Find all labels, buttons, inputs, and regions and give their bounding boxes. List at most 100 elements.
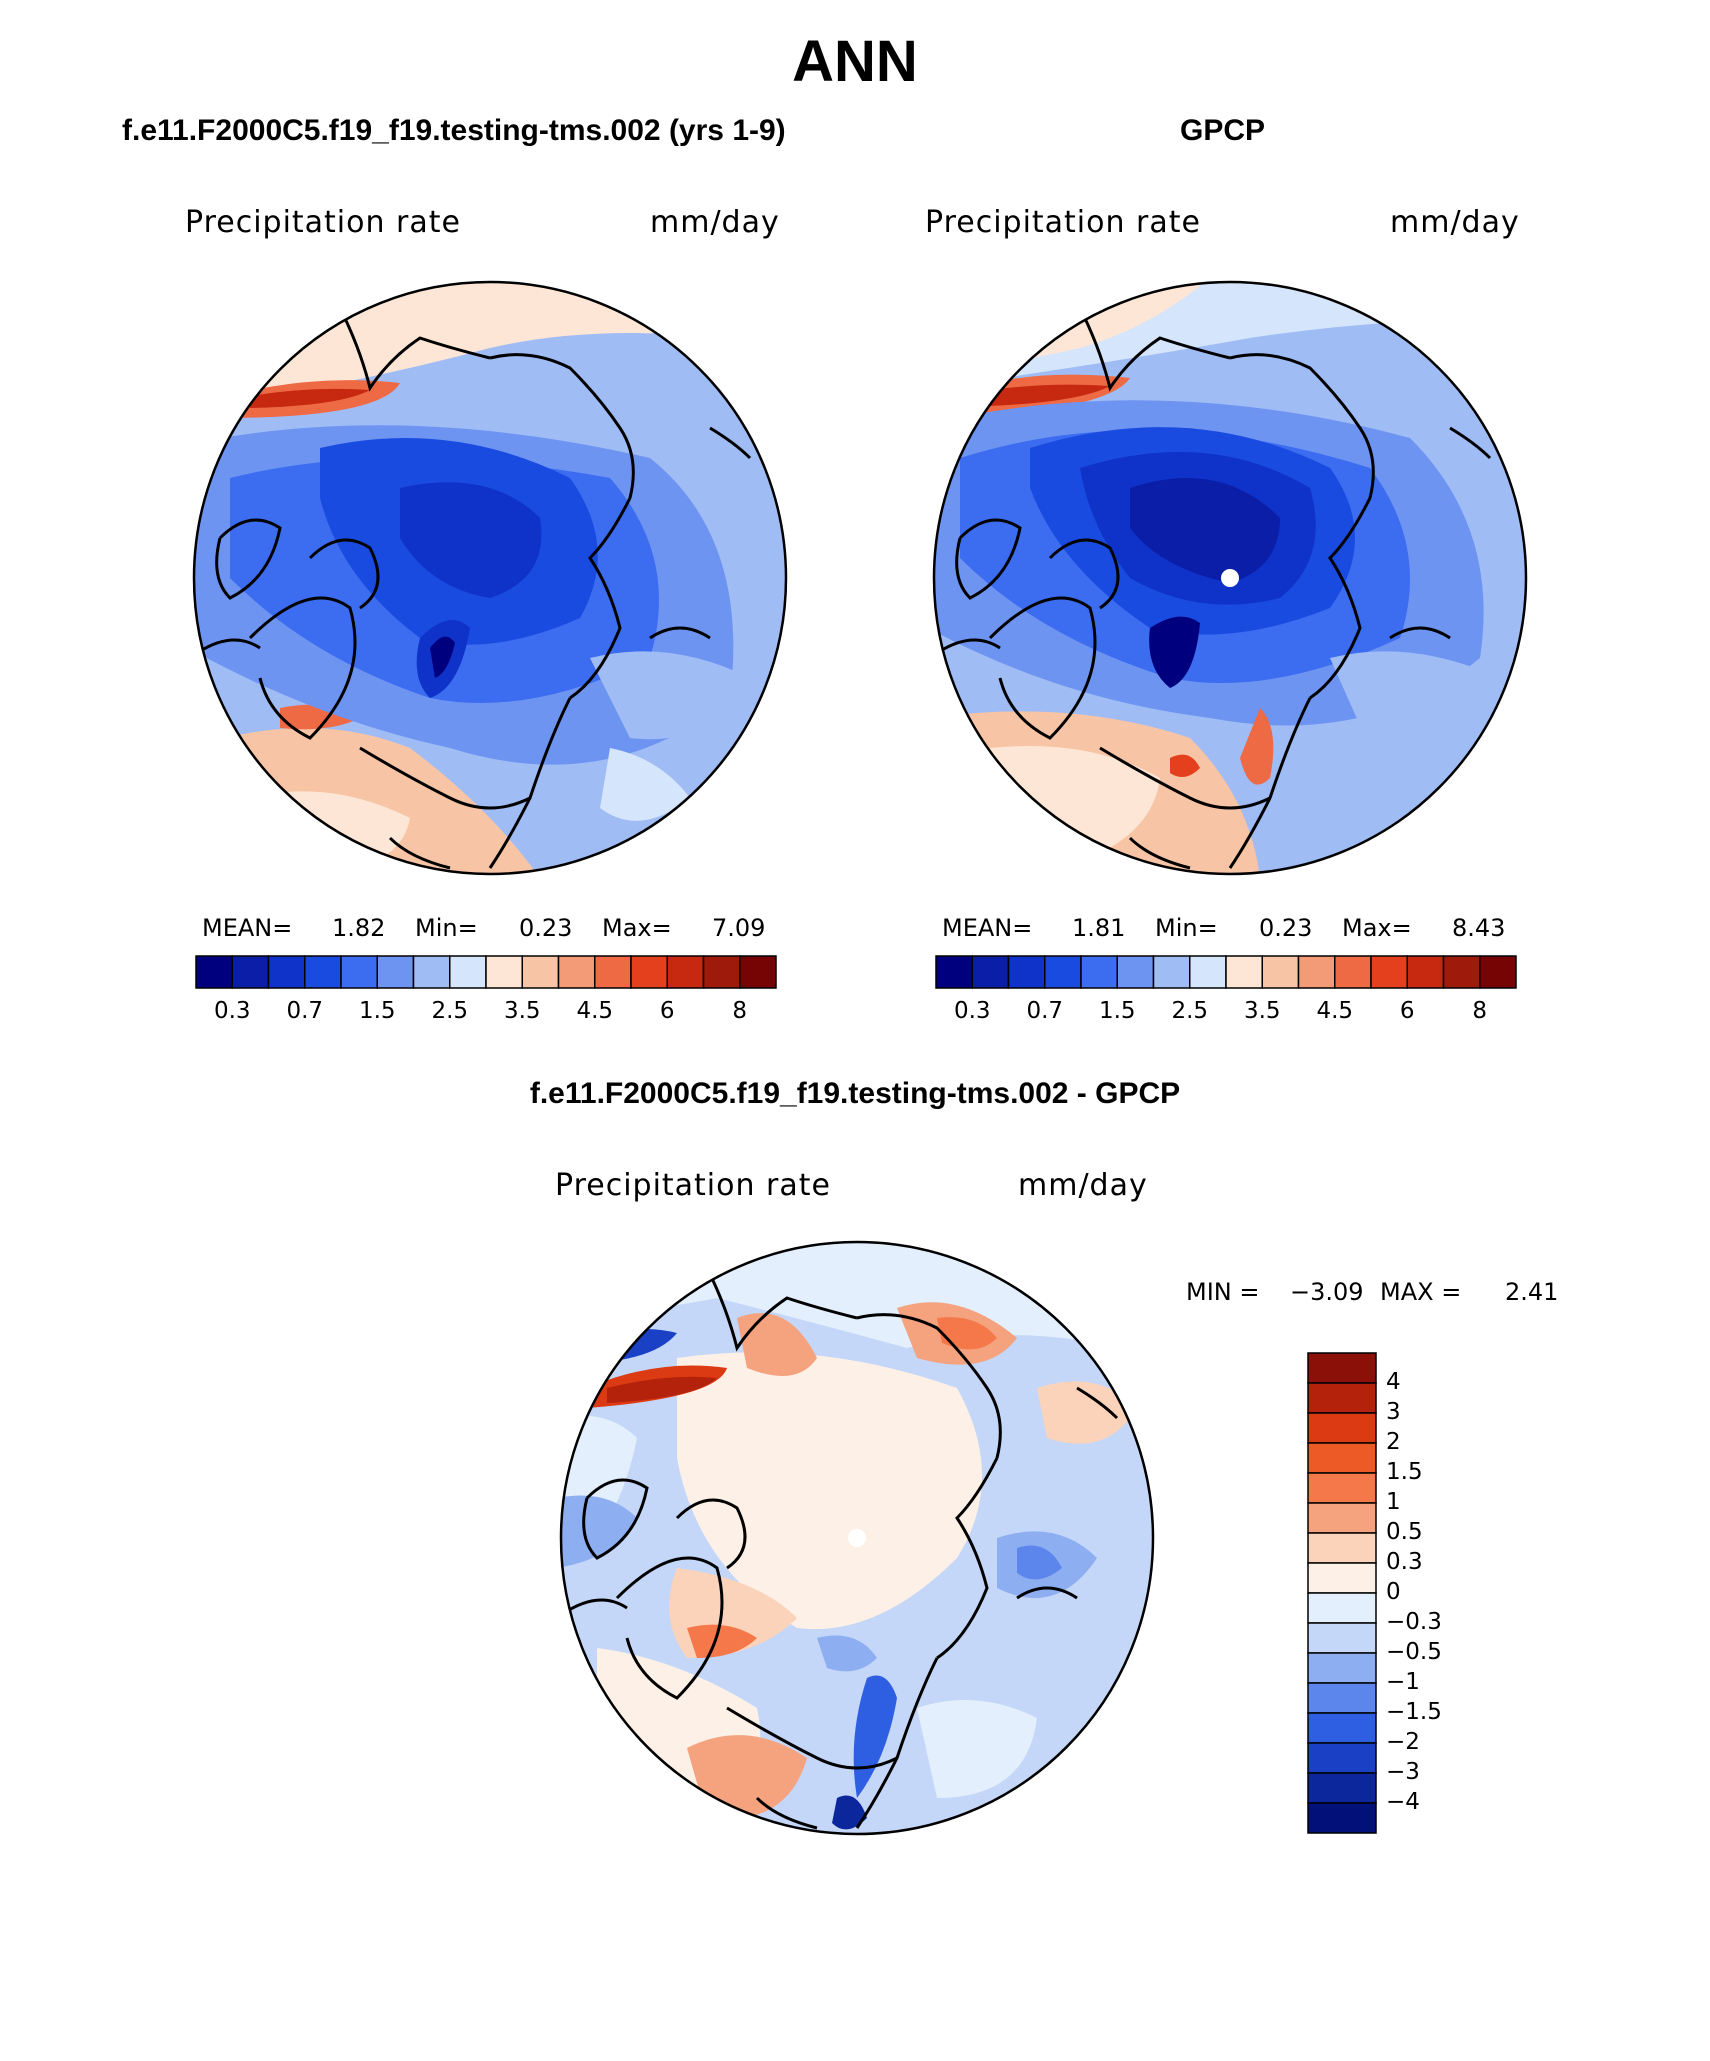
colorbar-bin <box>557 955 596 989</box>
panel-2-min: 0.23 <box>1259 914 1313 942</box>
diff-colorbar-tick-label: 2 <box>1386 1429 1401 1455</box>
colorbar-tick-label: 4.5 <box>1316 998 1354 1024</box>
diff-max-label: MAX = <box>1380 1278 1462 1306</box>
panel-1-max-label: Max= <box>602 914 672 942</box>
diff-colorbar-tick-label: 4 <box>1386 1369 1401 1395</box>
colorbar-bin <box>376 955 415 989</box>
colorbar-tick-label: 3.5 <box>1243 998 1281 1024</box>
colorbar-tick-label: 1.5 <box>1098 998 1136 1024</box>
panel-1-map <box>192 280 788 876</box>
colorbar-bin <box>594 955 632 989</box>
colorbar-tick-label: 3.5 <box>503 998 541 1024</box>
diff-colorbar-tick-label: −0.3 <box>1386 1609 1442 1635</box>
colorbar-bin <box>485 955 523 989</box>
panel-1-mean-label: MEAN= <box>202 914 293 942</box>
diff-colorbar-bin <box>1307 1562 1377 1594</box>
diff-colorbar-bin <box>1307 1592 1377 1624</box>
colorbar-bin <box>1334 955 1372 989</box>
diff-colorbar-tick-label: −1.5 <box>1386 1699 1442 1725</box>
colorbar-tick-label: 1.5 <box>358 998 396 1024</box>
diff-colorbar-tick-label: 1.5 <box>1386 1459 1423 1485</box>
panel-1-units: mm/day <box>650 205 780 240</box>
panel-2-mean: 1.81 <box>1072 914 1126 942</box>
panel-2-max: 8.43 <box>1452 914 1506 942</box>
colorbar-bin <box>1007 955 1046 989</box>
colorbar-bin <box>1189 955 1227 989</box>
diff-colorbar-tick-label: 3 <box>1386 1399 1401 1425</box>
colorbar-tick-label: 0.7 <box>286 998 324 1024</box>
colorbar-bin <box>1370 955 1408 989</box>
diff-colorbar-tick-label: −3 <box>1386 1759 1420 1785</box>
diff-panel-variable: Precipitation rate <box>555 1168 831 1203</box>
diff-colorbar-tick-label: −0.5 <box>1386 1639 1442 1665</box>
diff-max: 2.41 <box>1505 1278 1559 1306</box>
diff-colorbar-bin <box>1307 1742 1377 1774</box>
colorbar-bin <box>1152 955 1191 989</box>
panel-1-colorbar <box>195 955 777 989</box>
figure-title: ANN <box>792 29 918 94</box>
diff-min: −3.09 <box>1290 1278 1364 1306</box>
colorbar-tick-label: 8 <box>1472 998 1488 1024</box>
diff-colorbar-tick-label: −2 <box>1386 1729 1420 1755</box>
diff-colorbar-bin <box>1307 1412 1377 1444</box>
diff-colorbar <box>1307 1352 1377 1834</box>
colorbar-bin <box>521 955 560 989</box>
colorbar-tick-label: 0.7 <box>1026 998 1064 1024</box>
diff-panel-units: mm/day <box>1018 1168 1148 1203</box>
colorbar-bin <box>702 955 741 989</box>
panel-1-mean: 1.82 <box>332 914 386 942</box>
panel-1-max: 7.09 <box>712 914 766 942</box>
colorbar-bin <box>1261 955 1300 989</box>
colorbar-bin <box>666 955 705 989</box>
panel-2-min-label: Min= <box>1155 914 1218 942</box>
panel-2-mean-label: MEAN= <box>942 914 1033 942</box>
colorbar-bin <box>231 955 270 989</box>
diff-panel-title: f.e11.F2000C5.f19_f19.testing-tms.002 - … <box>529 1077 1181 1110</box>
panel-2-units: mm/day <box>1390 205 1520 240</box>
diff-colorbar-tick-label: −4 <box>1386 1789 1420 1815</box>
colorbar-bin <box>1116 955 1155 989</box>
diff-colorbar-bin <box>1307 1352 1377 1384</box>
diff-colorbar-bin <box>1307 1532 1377 1564</box>
colorbar-tick-label: 8 <box>732 998 748 1024</box>
colorbar-bin <box>1479 955 1517 989</box>
colorbar-bin <box>739 955 777 989</box>
panel-2-max-label: Max= <box>1342 914 1412 942</box>
colorbar-bin <box>412 955 451 989</box>
colorbar-bin <box>630 955 668 989</box>
panel-2-title: GPCP <box>1180 114 1266 147</box>
panel-2-variable: Precipitation rate <box>925 205 1201 240</box>
diff-colorbar-bin <box>1307 1772 1377 1804</box>
colorbar-tick-label: 0.3 <box>213 998 251 1024</box>
panel-2-map <box>932 280 1528 876</box>
colorbar-bin <box>1297 955 1336 989</box>
colorbar-tick-label: 6 <box>1399 998 1415 1024</box>
colorbar-bin <box>340 955 378 989</box>
diff-colorbar-bin <box>1307 1622 1377 1654</box>
colorbar-bin <box>1080 955 1118 989</box>
colorbar-bin <box>1225 955 1263 989</box>
diff-min-label: MIN = <box>1186 1278 1260 1306</box>
diff-colorbar-bin <box>1307 1442 1377 1474</box>
colorbar-bin <box>195 955 233 989</box>
colorbar-bin <box>304 955 342 989</box>
diff-colorbar-tick-label: 1 <box>1386 1489 1401 1515</box>
colorbar-bin <box>1442 955 1481 989</box>
diff-colorbar-bin <box>1307 1802 1377 1834</box>
diff-colorbar-bin <box>1307 1502 1377 1534</box>
panel-1-min: 0.23 <box>519 914 573 942</box>
diff-colorbar-bin <box>1307 1652 1377 1684</box>
diff-colorbar-bin <box>1307 1472 1377 1504</box>
panel-1-min-label: Min= <box>415 914 478 942</box>
colorbar-tick-label: 4.5 <box>576 998 614 1024</box>
colorbar-bin <box>449 955 487 989</box>
panel-1-variable: Precipitation rate <box>185 205 461 240</box>
diff-colorbar-tick-label: 0 <box>1386 1579 1401 1605</box>
diff-panel-map <box>559 1240 1155 1836</box>
diff-colorbar-tick-label: 0.5 <box>1386 1519 1423 1545</box>
diff-colorbar-tick-label: 0.3 <box>1386 1549 1423 1575</box>
diff-colorbar-bin <box>1307 1682 1377 1714</box>
colorbar-tick-label: 2.5 <box>1171 998 1209 1024</box>
colorbar-bin <box>971 955 1010 989</box>
colorbar-tick-label: 2.5 <box>431 998 469 1024</box>
